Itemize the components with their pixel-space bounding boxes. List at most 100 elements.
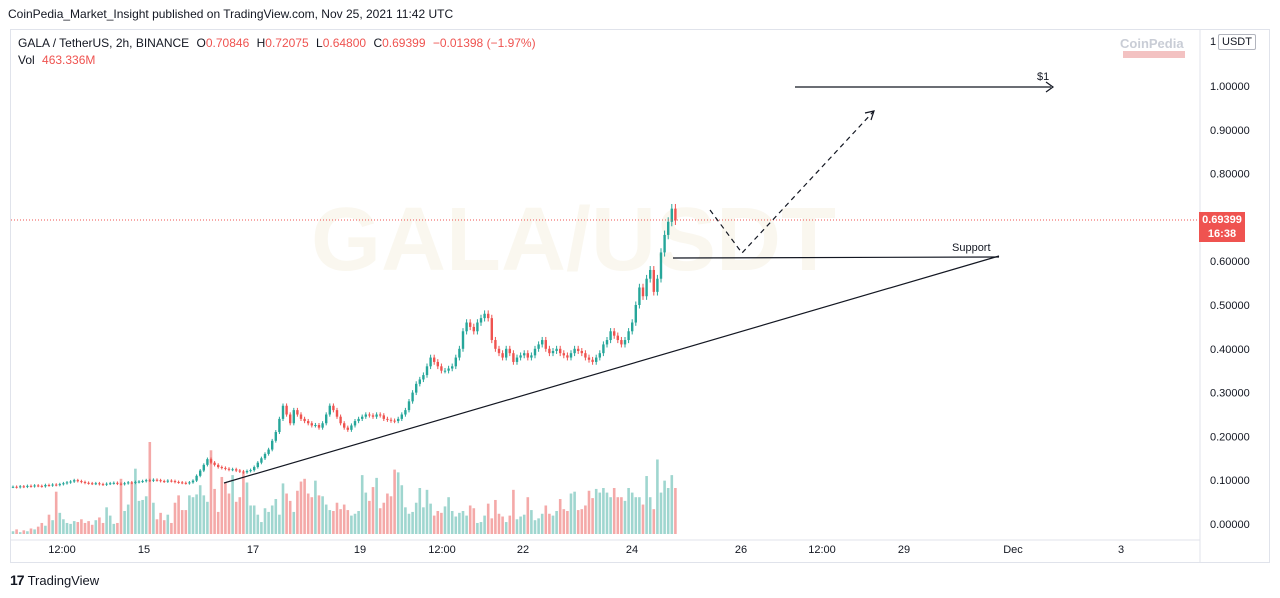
- candle-body: [332, 405, 335, 411]
- candle-body: [404, 410, 407, 415]
- volume-bar: [378, 508, 382, 534]
- volume-bar: [674, 488, 677, 534]
- currency-selector[interactable]: USDT: [1218, 34, 1256, 50]
- candle-body: [580, 350, 583, 354]
- volume-bar: [548, 513, 551, 534]
- candle-body: [22, 486, 25, 488]
- candle-body: [641, 287, 645, 297]
- price-axis[interactable]: 1.00000 0.90000 0.80000 0.60000 0.50000 0.400…: [1199, 30, 1250, 562]
- volume-bar: [670, 475, 674, 534]
- time-tick-label: 12:00: [428, 544, 456, 556]
- volume-bar: [58, 512, 62, 534]
- volume-bar: [126, 504, 130, 534]
- candle-body: [652, 269, 655, 292]
- candle-body: [238, 470, 241, 472]
- volume-bar: [587, 490, 591, 534]
- price-tick-label: 0.10000: [1210, 475, 1250, 487]
- price-chart[interactable]: GALA/USDT Support $1 1.00000 0.90000 0.8000…: [11, 30, 1269, 562]
- open-value: 0.70846: [205, 36, 250, 50]
- tradingview-logo-icon[interactable]: 17: [10, 572, 25, 588]
- candle-body: [137, 481, 141, 483]
- time-tick-label: 12:00: [48, 544, 76, 556]
- volume-bar: [324, 504, 328, 534]
- candle-body: [191, 480, 195, 483]
- volume-bar: [303, 478, 306, 534]
- candle-body: [382, 415, 385, 419]
- tradingview-brand[interactable]: TradingView: [27, 572, 100, 588]
- volume-bar: [368, 500, 371, 534]
- volume-bar: [314, 480, 317, 534]
- candle-body: [343, 423, 346, 428]
- volume-bar: [15, 529, 18, 534]
- candle-body: [263, 453, 267, 459]
- time-tick-label: 22: [517, 544, 529, 556]
- volume-bar: [386, 493, 389, 534]
- volume-bar: [198, 485, 202, 534]
- volume-bar: [425, 489, 429, 534]
- volume-bar: [429, 503, 432, 534]
- candle-body: [73, 480, 76, 482]
- time-tick-label: 26: [735, 544, 747, 556]
- candle-body: [587, 357, 591, 360]
- volume-bar: [108, 515, 112, 534]
- candle-body: [310, 423, 313, 426]
- volume-bar: [404, 507, 407, 534]
- candle-body: [350, 425, 353, 430]
- volume-bar: [537, 518, 540, 534]
- candle-body: [76, 480, 79, 482]
- candle-body: [505, 348, 508, 358]
- volume-bar: [51, 520, 54, 534]
- volume-bar: [396, 472, 400, 534]
- candle-body: [155, 479, 159, 481]
- volume-bar: [62, 519, 65, 534]
- volume-row: Vol 463.336M: [18, 52, 536, 69]
- candle-body: [15, 486, 18, 488]
- volume-bar: [648, 497, 652, 534]
- time-tick-label: 19: [354, 544, 366, 556]
- candle-body: [173, 481, 177, 483]
- volume-bar: [227, 493, 231, 534]
- last-price-value: 0.69399: [1202, 214, 1242, 226]
- drawings: Support $1: [11, 71, 1200, 484]
- time-tick-label: 3: [1118, 544, 1124, 556]
- target-label: $1: [1037, 71, 1049, 83]
- candle-body: [281, 405, 285, 419]
- volume-bar: [22, 530, 26, 534]
- candle-body: [429, 357, 432, 367]
- volume-bar: [288, 500, 292, 534]
- candle-body: [80, 481, 83, 483]
- volume-bar: [152, 502, 155, 534]
- volume-bar: [292, 511, 296, 534]
- candle-body: [548, 348, 551, 354]
- volume-bar: [522, 514, 526, 534]
- volume-bar: [533, 520, 537, 534]
- volume-bar: [177, 495, 180, 534]
- volume-bar: [663, 480, 666, 534]
- volume-bar: [594, 488, 598, 534]
- candle-body: [487, 313, 490, 319]
- volume-bar: [468, 505, 472, 534]
- volume-bar: [630, 492, 634, 534]
- volume-bar: [566, 511, 569, 534]
- candle-body: [235, 469, 238, 471]
- candle-body: [667, 221, 670, 235]
- volume-label[interactable]: Vol: [18, 53, 35, 67]
- chart-frame: [10, 29, 1270, 563]
- candle-body: [328, 405, 331, 415]
- time-axis[interactable]: 12:00 15 17 19 12:00 22 24 26 12:00 29 Dec 3: [11, 539, 1200, 556]
- candle-body: [245, 471, 249, 473]
- symbol-label[interactable]: GALA / TetherUS, 2h, BINANCE: [18, 36, 190, 50]
- candle-body: [368, 414, 371, 416]
- volume-bar: [116, 522, 119, 534]
- candle-body: [130, 482, 133, 484]
- candle-body: [123, 483, 126, 485]
- candle-body: [361, 416, 364, 419]
- volume-bar: [83, 522, 87, 534]
- candle-body: [166, 480, 169, 482]
- candle-body: [508, 348, 511, 354]
- volume-bar: [627, 488, 630, 534]
- candle-body: [526, 353, 529, 358]
- volume-bar: [476, 522, 479, 534]
- volume-bar: [281, 483, 285, 534]
- candle-body: [559, 348, 562, 354]
